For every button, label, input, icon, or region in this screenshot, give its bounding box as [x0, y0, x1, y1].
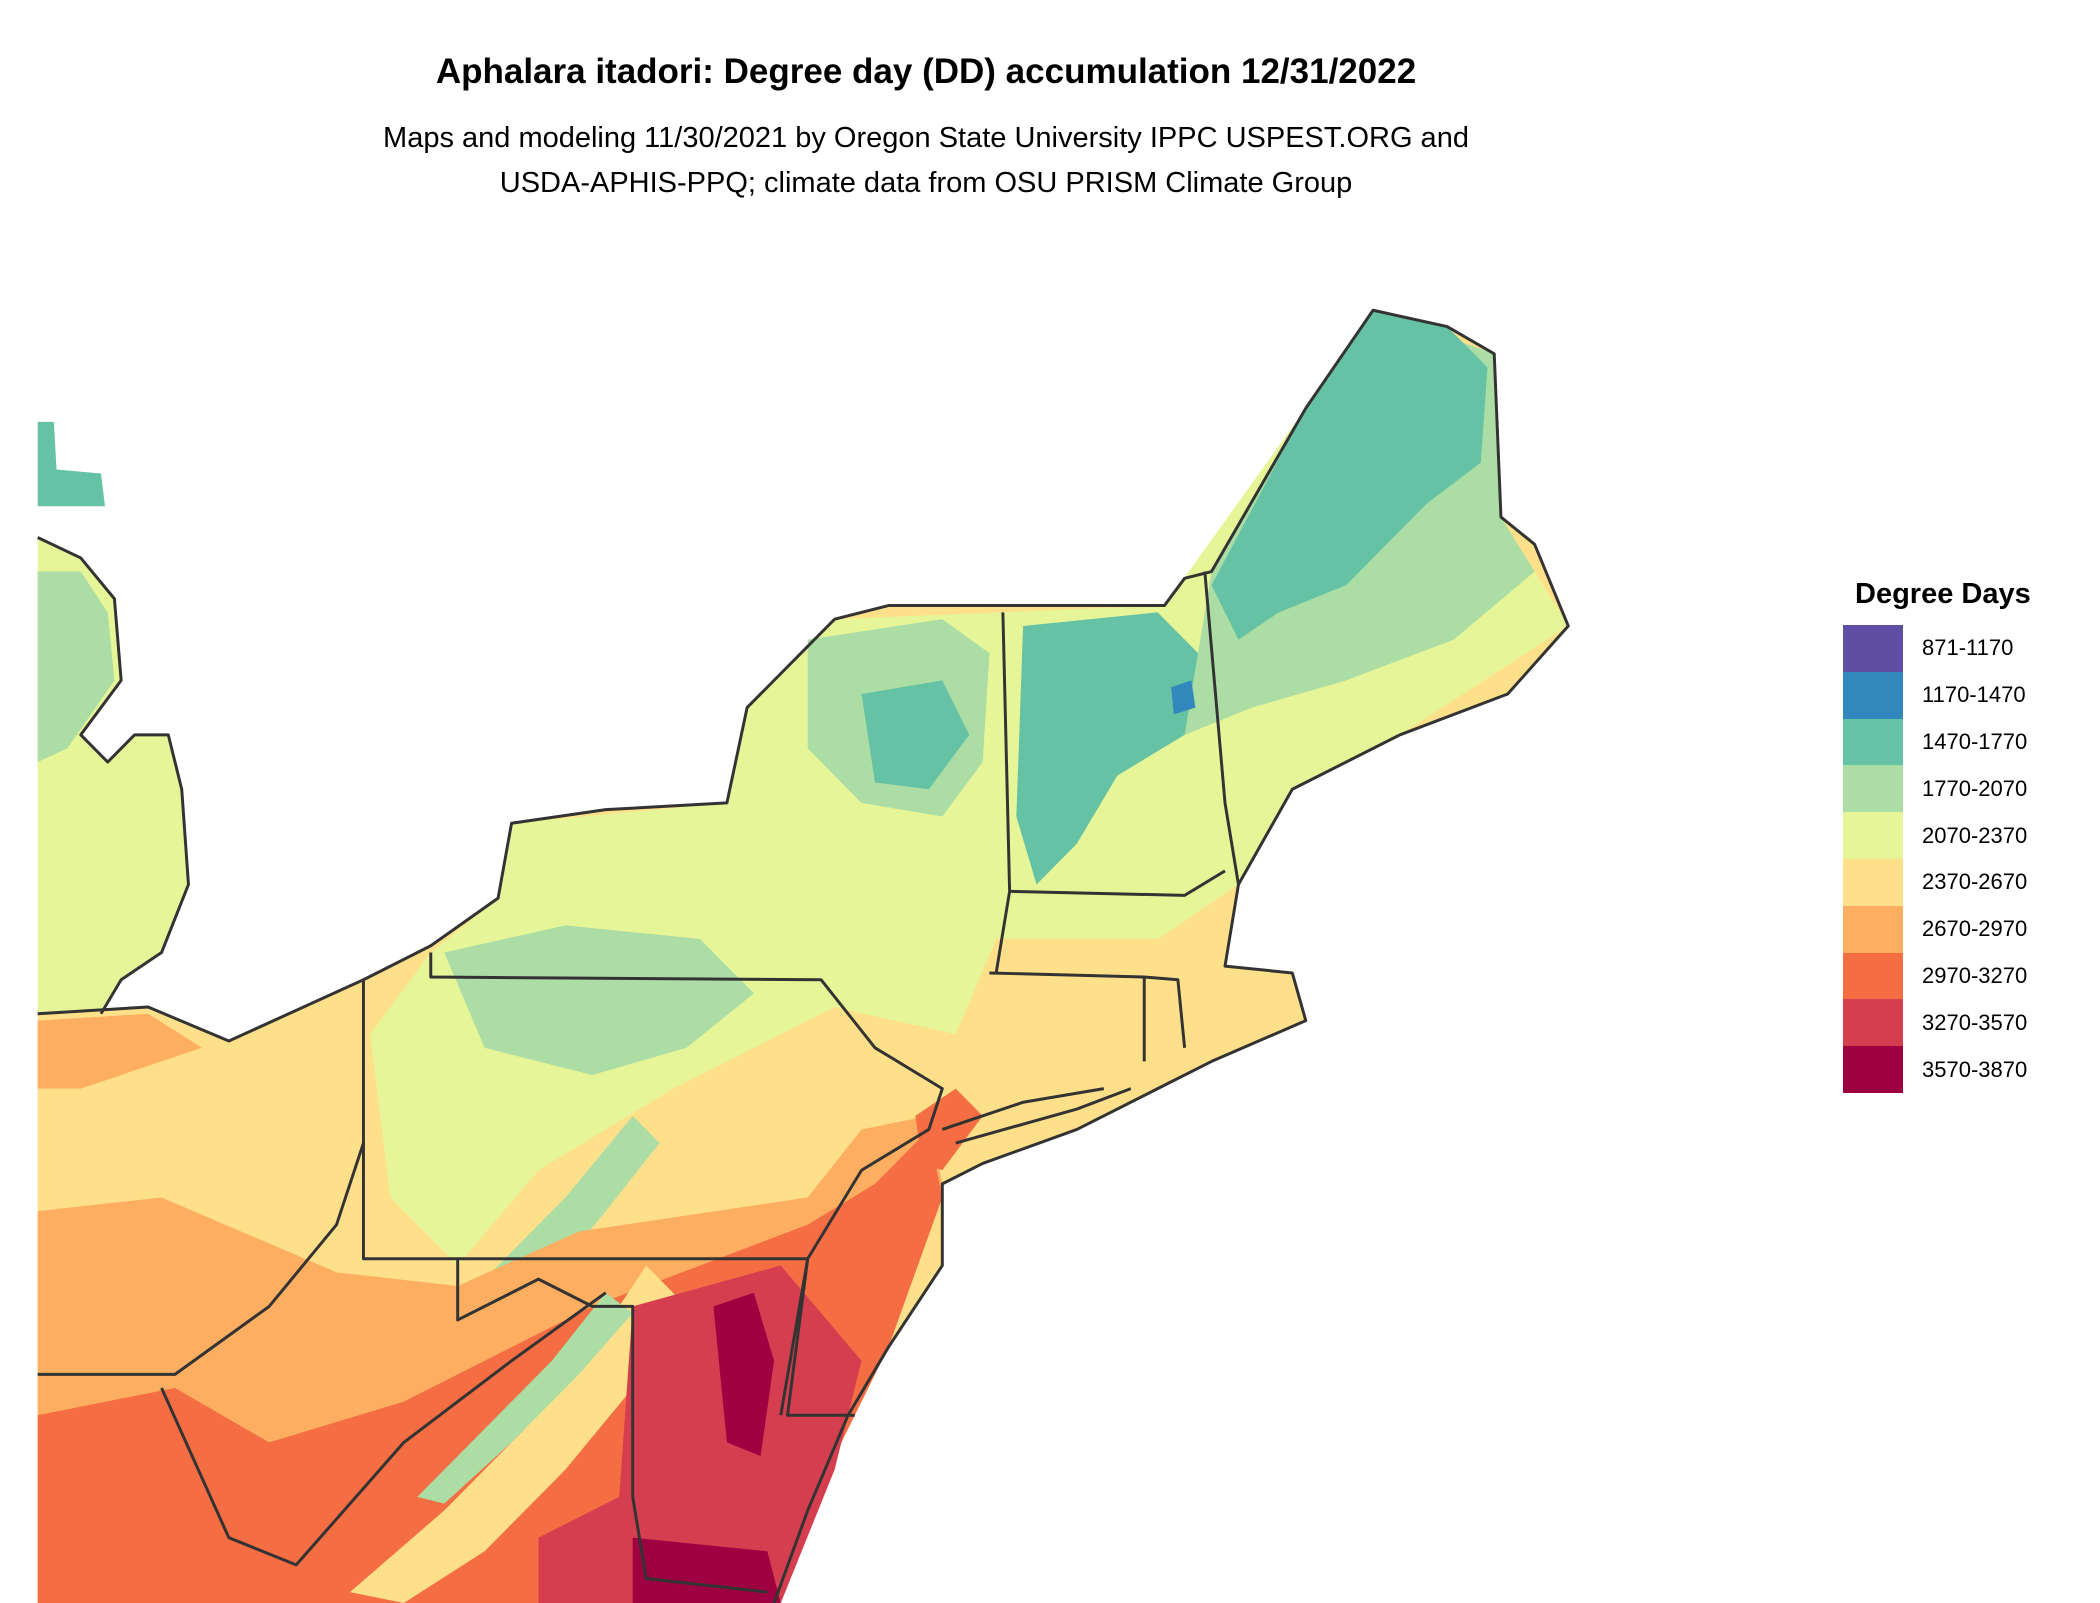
- state-borders: [37, 308, 1570, 1603]
- legend-label: 1770-2070: [1922, 775, 2028, 801]
- legend-swatch: [1843, 671, 1903, 719]
- legend-item: 1470-1770: [1843, 718, 2031, 766]
- raster-layer: [37, 310, 1569, 1603]
- legend-swatch: [1843, 905, 1903, 953]
- map-title: Aphalara itadori: Degree day (DD) accumu…: [435, 52, 1417, 91]
- legend-swatch: [1843, 1046, 1903, 1093]
- michigan-upper: [37, 421, 105, 507]
- map-subtitle-line-2: USDA-APHIS-PPQ; climate data from OSU PR…: [499, 167, 1353, 199]
- legend-item: 2670-2970: [1843, 905, 2031, 953]
- legend: Degree Days 871-1170 1170-1470 1470-1770 17…: [1843, 578, 2031, 1093]
- legend-swatch: [1843, 765, 1903, 813]
- legend-label: 2070-2370: [1922, 822, 2028, 848]
- legend-item: 3270-3570: [1843, 999, 2031, 1047]
- legend-swatch: [1843, 952, 1903, 1000]
- legend-swatch: [1843, 999, 1903, 1047]
- map-subtitle-line-1: Maps and modeling 11/30/2021 by Oregon S…: [383, 122, 1469, 154]
- legend-swatch: [1843, 625, 1903, 672]
- legend-label: 3570-3870: [1922, 1056, 2028, 1082]
- zone-3570-3870-bay: [713, 1292, 775, 1457]
- zone-1170-1470: [1171, 680, 1196, 715]
- zone-2670-2970-lakes: [37, 1013, 202, 1089]
- legend-label: 1170-1470: [1922, 682, 2026, 708]
- legend-label: 3270-3570: [1922, 1009, 2028, 1035]
- legend-item: 1170-1470: [1843, 671, 2031, 719]
- legend-label: 871-1170: [1922, 635, 2014, 661]
- legend-label: 2370-2670: [1922, 869, 2028, 895]
- michigan-north: [37, 571, 115, 763]
- legend-swatch: [1843, 718, 1903, 766]
- appalachian-ridge: [350, 1265, 687, 1603]
- legend-title: Degree Days: [1855, 578, 2031, 610]
- legend-item: 2070-2370: [1843, 812, 2031, 859]
- zone-1770-2070-pa: [444, 925, 754, 1076]
- legend-item: 2370-2670: [1843, 858, 2031, 906]
- legend-swatch: [1843, 812, 1903, 859]
- zone-1470-1770-adk: [861, 680, 970, 790]
- zone-3570-3870: [632, 1537, 781, 1603]
- legend-item: 1770-2070: [1843, 765, 2031, 813]
- appalachian-ridge-green: [417, 1292, 633, 1504]
- legend-item: 871-1170: [1843, 625, 2031, 672]
- legend-label: 2970-3270: [1922, 962, 2028, 988]
- legend-label: 2670-2970: [1922, 916, 2028, 942]
- zone-1470-1770-maine: [1211, 310, 1488, 640]
- legend-item: 2970-3270: [1843, 952, 2031, 1000]
- zone-1470-1770-nh-vt: [1016, 612, 1199, 885]
- zone-2970-3270-nyc: [915, 1088, 983, 1171]
- legend-item: 3570-3870: [1843, 1046, 2031, 1093]
- legend-label: 1470-1770: [1922, 728, 2028, 754]
- legend-swatch: [1843, 858, 1903, 906]
- zone-3270-3570: [538, 1265, 862, 1603]
